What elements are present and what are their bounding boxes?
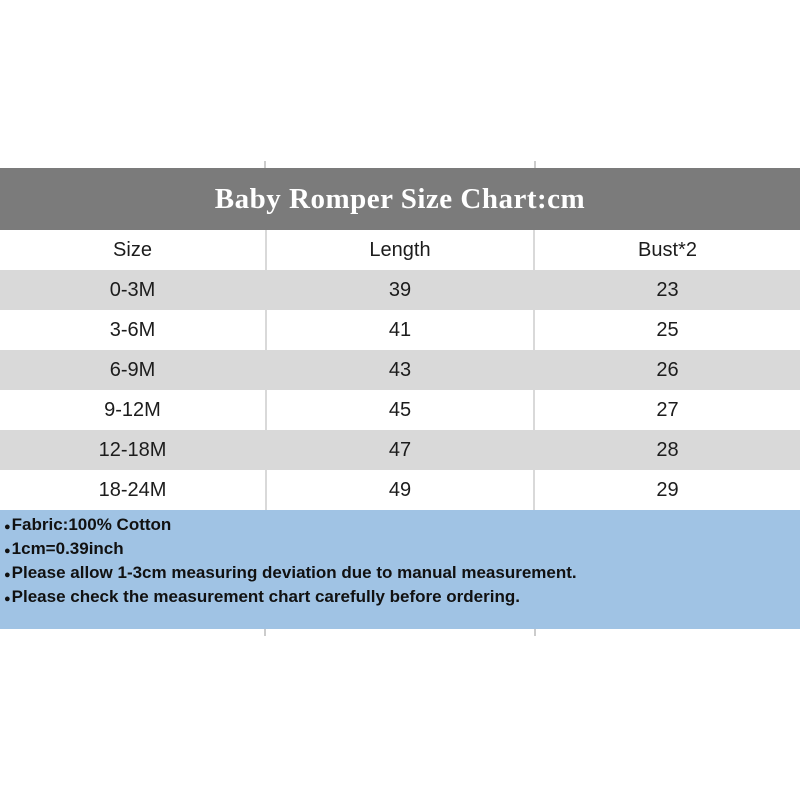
length-cell: 45 (265, 390, 535, 430)
note-text: Fabric:100% Cotton (11, 515, 172, 534)
column-divider-stub (264, 161, 266, 168)
column-divider-stub (534, 161, 536, 168)
column-header-size: Size (113, 238, 152, 261)
notes-panel: ● Fabric:100% Cotton ● 1cm=0.39inch ● Pl… (0, 510, 800, 629)
size-cell: 3-6M (109, 318, 156, 341)
note-line: ● 1cm=0.39inch (4, 538, 792, 562)
column-divider-stub (534, 629, 536, 636)
bust-cell: 28 (656, 438, 679, 461)
table-row: 9-12M 45 27 (0, 390, 800, 430)
chart-title: Baby Romper Size Chart:cm (214, 182, 586, 215)
table-row: 3-6M 41 25 (0, 310, 800, 350)
note-line: ● Please check the measurement chart car… (4, 586, 792, 610)
note-line: ● Fabric:100% Cotton (4, 514, 792, 538)
note-text: Please allow 1-3cm measuring deviation d… (11, 563, 577, 582)
note-text: Please check the measurement chart caref… (11, 587, 520, 606)
size-cell: 9-12M (104, 398, 161, 421)
length-cell: 49 (265, 470, 535, 510)
bullet-icon: ● (4, 569, 11, 581)
table-row: 6-9M 43 26 (0, 350, 800, 390)
table-row: 18-24M 49 29 (0, 470, 800, 510)
length-cell: 47 (265, 430, 535, 470)
note-text: 1cm=0.39inch (11, 539, 124, 558)
bust-cell: 25 (656, 318, 679, 341)
table-row: 0-3M 39 23 (0, 270, 800, 310)
size-cell: 12-18M (98, 438, 167, 461)
bust-cell: 27 (656, 398, 679, 421)
bust-cell: 26 (656, 358, 679, 381)
column-divider-stub (264, 629, 266, 636)
size-cell: 18-24M (98, 478, 167, 501)
length-cell: 39 (265, 270, 535, 310)
size-cell: 6-9M (109, 358, 156, 381)
size-cell: 0-3M (109, 278, 156, 301)
length-cell: 41 (265, 310, 535, 350)
title-banner: Baby Romper Size Chart:cm (0, 168, 800, 230)
size-table: Size Length Bust*2 0-3M 39 23 3-6M 41 25… (0, 230, 800, 510)
bullet-icon: ● (4, 593, 11, 605)
column-header-length: Length (265, 230, 535, 270)
note-line: ● Please allow 1-3cm measuring deviation… (4, 562, 792, 586)
bullet-icon: ● (4, 521, 11, 533)
bust-cell: 29 (656, 478, 679, 501)
bust-cell: 23 (656, 278, 679, 301)
table-row: 12-18M 47 28 (0, 430, 800, 470)
length-cell: 43 (265, 350, 535, 390)
column-header-bust: Bust*2 (638, 238, 697, 261)
table-header-row: Size Length Bust*2 (0, 230, 800, 270)
bullet-icon: ● (4, 545, 11, 557)
